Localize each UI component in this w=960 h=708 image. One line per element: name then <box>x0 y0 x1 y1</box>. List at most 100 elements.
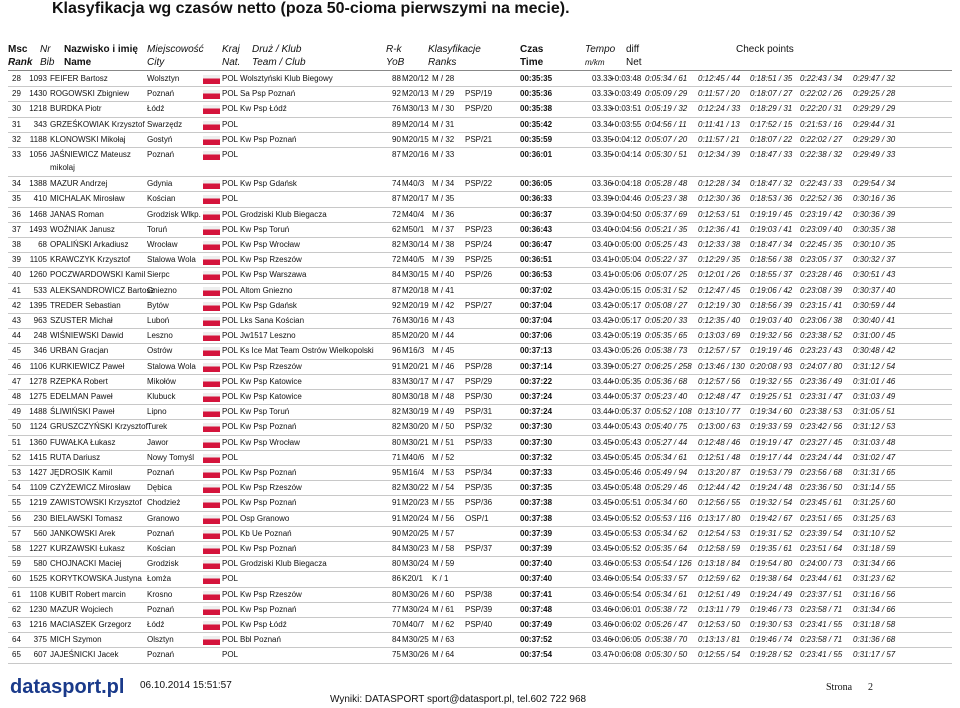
column-header-sub: m/km <box>585 58 605 67</box>
table-cell: 00:37:38 <box>520 498 553 508</box>
table-cell: +0:05:52 <box>610 544 642 553</box>
table-cell: Leszno <box>147 331 173 341</box>
table-cell: 90 <box>392 134 401 144</box>
table-cell: 47 <box>12 376 21 386</box>
table-cell: POL <box>222 620 239 629</box>
table-cell: 0:05:34 / 61 <box>645 452 688 462</box>
table-cell: 0:05:31 / 52 <box>645 285 688 295</box>
table-cell: PSP/38 <box>465 589 493 599</box>
table-cell: M / 43 <box>432 316 455 325</box>
table-cell: 0:18:56 / 39 <box>750 300 793 310</box>
table-cell: M20/24 <box>402 513 429 523</box>
table-cell: 0:31:10 / 52 <box>853 528 896 538</box>
table-cell: Kw Psp Rzeszów <box>240 483 302 493</box>
table-cell: 0:05:08 / 27 <box>645 300 688 310</box>
table-cell: 03.39 <box>592 209 613 219</box>
table-cell: 00:37:38 <box>520 513 553 523</box>
row-rule <box>8 434 952 436</box>
column-header-sub: Rank <box>8 57 33 68</box>
table-cell: 0:12:57 / 57 <box>698 346 741 356</box>
table-cell: 03.44 <box>592 407 613 417</box>
table-cell: 0:11:41 / 13 <box>698 119 740 129</box>
table-cell: MICH Szymon <box>50 635 102 645</box>
table-cell: OSP/1 <box>465 513 489 523</box>
table-cell: 0:13:46 / 130 <box>698 361 745 371</box>
flag <box>203 514 220 524</box>
table-cell: Kw Psp Wrocław <box>240 437 300 447</box>
table-cell: POL <box>222 422 239 432</box>
row-rule <box>8 328 952 330</box>
flag <box>203 195 220 205</box>
table-cell: 0:12:53 / 50 <box>698 620 741 629</box>
table-cell: K / 1 <box>432 574 449 584</box>
table-cell: 0:31:18 / 59 <box>853 544 896 553</box>
table-cell: POL <box>222 300 239 310</box>
table-cell: Kw Psp Poznań <box>240 134 297 144</box>
flag <box>203 377 220 387</box>
table-cell: 00:36:37 <box>520 209 553 219</box>
table-cell: 00:36:33 <box>520 194 553 204</box>
table-cell: KURZAWSKI Łukasz <box>50 544 125 553</box>
table-cell: +0:03:49 <box>610 89 642 99</box>
table-cell: 89 <box>392 119 401 129</box>
table-cell: 00:37:24 <box>520 392 553 401</box>
table-cell: 1427 <box>29 468 47 477</box>
table-cell: 0:05:35 / 65 <box>645 331 688 341</box>
table-cell: 1360 <box>29 437 47 447</box>
table-cell: 0:12:28 / 34 <box>698 179 741 189</box>
table-cell: 03.46 <box>592 635 613 645</box>
table-cell: 50 <box>12 422 21 432</box>
table-cell: M / 46 <box>432 361 455 371</box>
flag <box>203 347 220 357</box>
table-cell: M / 38 <box>432 240 455 249</box>
table-cell: 03.45 <box>592 498 613 508</box>
row-rule <box>8 101 952 103</box>
flag <box>203 241 220 250</box>
table-cell: 0:18:55 / 37 <box>750 270 793 280</box>
table-cell: M / 47 <box>432 376 455 386</box>
table-cell: 0:23:06 / 38 <box>800 316 843 325</box>
table-cell: 0:23:41 / 55 <box>800 650 843 660</box>
table-cell: 0:12:19 / 30 <box>698 300 741 310</box>
table-cell: 0:19:38 / 64 <box>750 574 793 584</box>
table-cell: 0:19:03 / 41 <box>750 224 793 234</box>
table-cell: 0:31:36 / 68 <box>853 635 896 645</box>
table-cell: 1219 <box>29 498 47 508</box>
table-cell: MICHALAK Mirosław <box>50 194 125 204</box>
table-cell: 1109 <box>29 483 47 493</box>
table-cell: 03.45 <box>592 483 613 493</box>
table-cell: M30/15 <box>402 270 429 280</box>
table-cell: POL <box>222 544 239 553</box>
table-cell: JĘDROSIK Kamil <box>50 468 113 477</box>
table-cell: 91 <box>392 498 401 508</box>
table-cell: 00:36:51 <box>520 255 553 265</box>
table-cell: 03.40 <box>592 224 613 234</box>
table-cell: 86 <box>392 574 401 584</box>
table-cell: M20/15 <box>402 134 429 144</box>
table-cell: +0:05:51 <box>610 498 642 508</box>
row-rule <box>8 267 952 269</box>
flag <box>203 499 220 509</box>
table-cell: 80 <box>392 437 401 447</box>
table-cell: 0:05:36 / 68 <box>645 376 688 386</box>
table-cell: 0:05:40 / 75 <box>645 422 688 432</box>
table-cell: 0:05:34 / 61 <box>645 74 688 83</box>
table-cell: 0:12:34 / 39 <box>698 150 741 159</box>
row-rule <box>8 176 952 178</box>
table-cell: 0:31:18 / 58 <box>853 620 896 629</box>
table-cell: M30/19 <box>402 407 429 417</box>
table-cell: 00:37:06 <box>520 331 553 341</box>
table-cell: 0:05:38 / 72 <box>645 604 688 614</box>
flag <box>203 575 220 585</box>
table-cell: Sa Psp Poznań <box>240 89 296 99</box>
table-cell: M / 40 <box>432 270 455 280</box>
table-cell: 87 <box>392 285 401 295</box>
row-rule <box>8 480 952 482</box>
table-cell: 0:05:38 / 70 <box>645 635 688 645</box>
table-cell: M / 31 <box>432 119 455 129</box>
table-cell: 1106 <box>29 361 47 371</box>
table-cell: 1260 <box>29 270 47 280</box>
table-cell: Kw Psp Gdańsk <box>240 179 297 189</box>
table-cell: 0:23:56 / 68 <box>800 468 843 477</box>
table-cell: 560 <box>33 528 47 538</box>
